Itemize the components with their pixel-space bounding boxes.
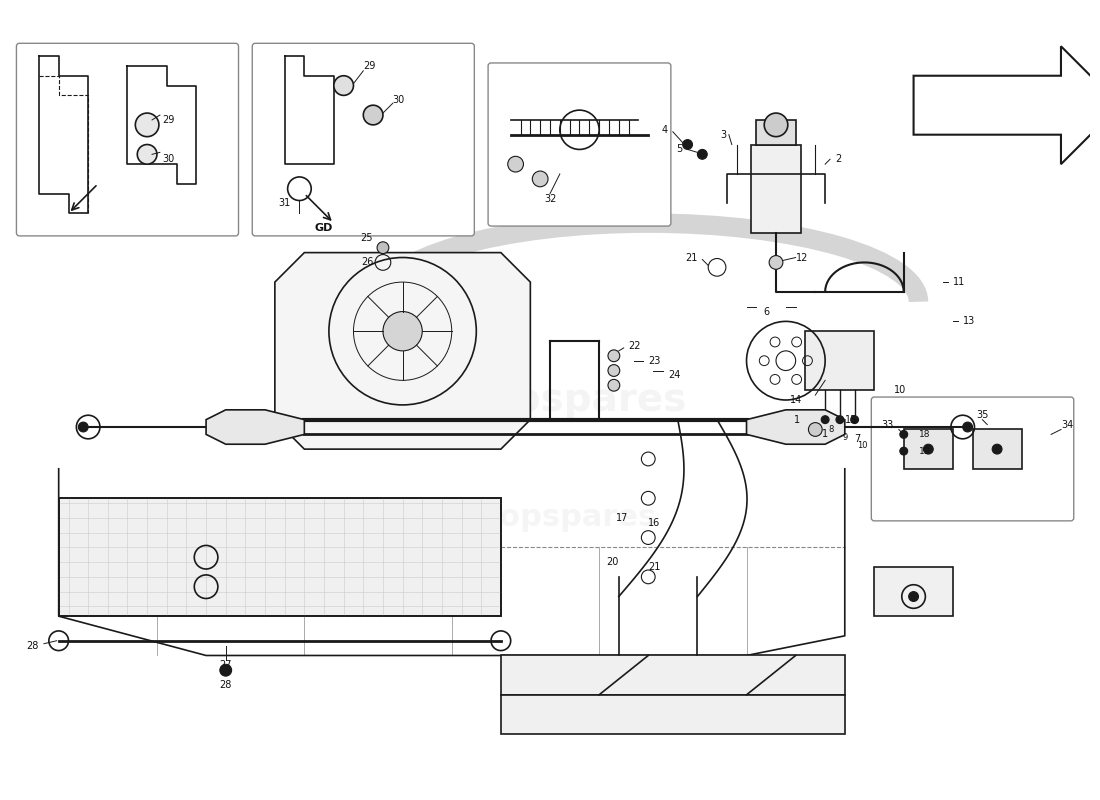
Circle shape xyxy=(836,416,844,423)
Text: 31: 31 xyxy=(278,198,290,209)
Text: 12: 12 xyxy=(795,253,808,262)
Bar xyxy=(757,120,795,145)
Text: 17: 17 xyxy=(616,513,628,523)
Text: 30: 30 xyxy=(162,154,174,164)
Text: 3: 3 xyxy=(720,130,727,140)
Polygon shape xyxy=(747,410,845,444)
Circle shape xyxy=(992,444,1002,454)
Text: 11: 11 xyxy=(953,277,965,287)
Circle shape xyxy=(220,664,232,676)
Circle shape xyxy=(135,113,158,137)
Bar xyxy=(751,145,801,233)
Text: 27: 27 xyxy=(220,660,232,670)
Bar xyxy=(904,430,953,469)
Text: 5: 5 xyxy=(676,145,683,154)
FancyBboxPatch shape xyxy=(252,43,474,236)
Circle shape xyxy=(697,150,707,159)
Circle shape xyxy=(532,171,548,186)
Circle shape xyxy=(608,350,619,362)
Text: 35: 35 xyxy=(976,410,989,420)
Text: 26: 26 xyxy=(361,258,373,267)
Text: 19: 19 xyxy=(918,446,930,455)
Text: 9: 9 xyxy=(843,433,848,442)
Circle shape xyxy=(808,422,822,436)
Polygon shape xyxy=(206,410,305,444)
Circle shape xyxy=(508,156,524,172)
Circle shape xyxy=(683,140,693,150)
Circle shape xyxy=(138,145,157,164)
Text: 8: 8 xyxy=(828,425,834,434)
Text: 10: 10 xyxy=(858,441,868,450)
Text: 18: 18 xyxy=(918,430,930,439)
Circle shape xyxy=(923,444,933,454)
Circle shape xyxy=(822,416,829,423)
Circle shape xyxy=(850,416,858,423)
Text: 22: 22 xyxy=(628,341,641,351)
Text: europspares: europspares xyxy=(414,381,686,419)
Text: 34: 34 xyxy=(1062,419,1074,430)
Bar xyxy=(805,331,874,390)
Circle shape xyxy=(377,242,388,254)
Text: 30: 30 xyxy=(393,95,405,106)
FancyBboxPatch shape xyxy=(16,43,239,236)
Text: 1: 1 xyxy=(822,430,828,439)
Circle shape xyxy=(909,592,918,602)
Text: 2: 2 xyxy=(835,154,842,164)
Text: 7: 7 xyxy=(855,434,861,444)
Circle shape xyxy=(78,422,88,432)
Text: GD: GD xyxy=(315,223,333,233)
Text: 33: 33 xyxy=(882,419,894,430)
Text: 1: 1 xyxy=(794,414,801,425)
Text: 25: 25 xyxy=(361,233,373,243)
FancyBboxPatch shape xyxy=(871,397,1074,521)
Text: 16: 16 xyxy=(648,518,660,528)
Text: 29: 29 xyxy=(162,115,174,125)
Circle shape xyxy=(900,430,908,438)
Text: 13: 13 xyxy=(962,316,975,326)
FancyBboxPatch shape xyxy=(488,63,671,226)
Text: 10: 10 xyxy=(894,385,906,395)
Text: 15: 15 xyxy=(845,414,857,425)
Text: 24: 24 xyxy=(668,370,680,381)
Text: 29: 29 xyxy=(363,61,376,71)
Circle shape xyxy=(900,447,908,455)
Circle shape xyxy=(383,311,422,351)
Text: 20: 20 xyxy=(606,557,619,567)
Circle shape xyxy=(608,365,619,377)
Text: 23: 23 xyxy=(648,356,661,366)
Polygon shape xyxy=(275,253,530,449)
Bar xyxy=(58,498,501,616)
Text: 32: 32 xyxy=(543,194,557,203)
Text: 28: 28 xyxy=(26,641,39,650)
Circle shape xyxy=(764,113,788,137)
Polygon shape xyxy=(914,46,1100,164)
Circle shape xyxy=(608,379,619,391)
Text: 6: 6 xyxy=(763,306,769,317)
Text: 21: 21 xyxy=(648,562,661,572)
Text: europspares: europspares xyxy=(443,503,657,533)
Text: 28: 28 xyxy=(220,680,232,690)
Text: 14: 14 xyxy=(790,395,802,405)
Circle shape xyxy=(333,76,353,95)
Circle shape xyxy=(769,255,783,270)
Circle shape xyxy=(363,106,383,125)
Bar xyxy=(500,655,845,694)
Bar xyxy=(972,430,1022,469)
Bar xyxy=(874,567,953,616)
Bar xyxy=(500,694,845,734)
Bar xyxy=(58,498,501,616)
Circle shape xyxy=(962,422,972,432)
Text: 21: 21 xyxy=(685,253,697,262)
Text: 4: 4 xyxy=(662,125,668,134)
